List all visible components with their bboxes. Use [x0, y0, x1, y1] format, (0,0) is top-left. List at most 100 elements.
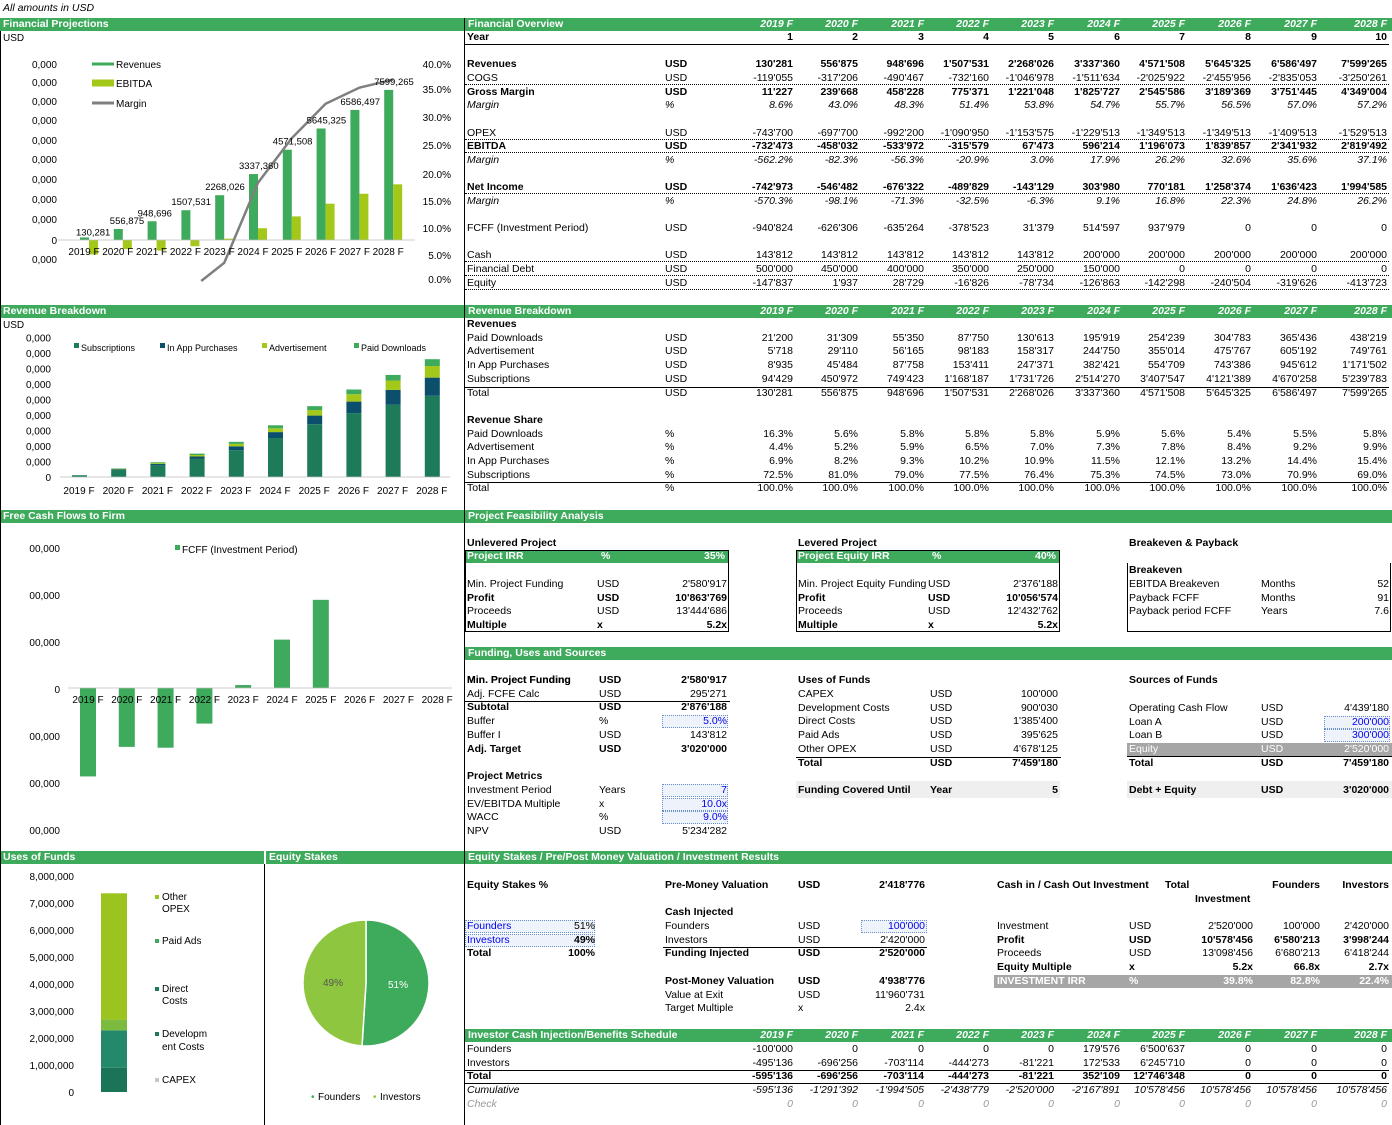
uf-legend-key: [155, 987, 159, 991]
rb-stack-bar: [307, 424, 323, 477]
rb-cell: 2'268'026: [1009, 386, 1054, 399]
sources-value[interactable]: 300'000: [1351, 729, 1389, 742]
fo-cell: 22.3%: [1221, 194, 1251, 207]
fo-cell: -732'160: [948, 71, 989, 84]
unlev-value: 2'580'917: [682, 578, 727, 590]
fp-chart: USD 0,000 0,000 0,000 0,000 0,000 0,000 0,000 0,…: [3, 33, 451, 286]
fo-year-col: 2026 F: [1218, 18, 1251, 30]
fcff-chart: 00,000 00,000 00,000 0 00,000 00,000 00,000 201…: [29, 544, 452, 837]
metrics-value[interactable]: 9.0%: [703, 811, 727, 824]
covered-value: 5: [1052, 784, 1058, 796]
fp-rtick: 0.0%: [428, 275, 451, 286]
fp-data-label: 6586,497: [340, 97, 380, 108]
funding-unit: USD: [599, 687, 622, 700]
rb-cell: 9.9%: [1363, 441, 1387, 454]
rb-ytick: 0,000: [26, 380, 51, 391]
metrics-value[interactable]: 7: [721, 784, 727, 796]
fo-cell: 1: [787, 31, 793, 43]
rb-stack-bar: [307, 410, 323, 416]
fo-cell: -71.3%: [890, 194, 924, 207]
ic-year-col: 2026 F: [1218, 1029, 1251, 1041]
stake-label[interactable]: Investors: [467, 933, 510, 946]
rb-cell: 382'421: [1082, 359, 1120, 372]
ic-cell: 0: [1245, 1043, 1251, 1055]
rb-xtick: 2024 F: [259, 486, 290, 497]
rb-cell: 8.4%: [1227, 441, 1251, 454]
fo-cell: 24.8%: [1287, 194, 1317, 207]
rb-cell: 247'371: [1016, 359, 1054, 372]
uf-chart: 8,000,000 7,000,000 6,000,000 5,000,000 4,00…: [30, 872, 208, 1099]
metrics-value[interactable]: 10.0x: [701, 797, 727, 810]
fcff-bar: [235, 685, 252, 688]
fo-row-unit: %: [665, 194, 675, 207]
cash-unit: USD: [798, 933, 821, 946]
fo-cell: -240'504: [1210, 276, 1251, 289]
rb-cell: 5.8%: [900, 427, 924, 440]
rb-row-label: In App Purchases: [467, 359, 550, 372]
rb-cell: 10.2%: [959, 455, 989, 467]
uf-ytick: 0: [68, 1088, 74, 1099]
rb-stack-bar: [228, 446, 244, 451]
unlev-unit: USD: [597, 578, 620, 590]
rb-cell: 153'411: [952, 359, 989, 372]
es-legend-label: Investors: [380, 1092, 421, 1103]
fo-cell: -992'200: [883, 126, 924, 139]
ic-cell: 0: [852, 1097, 858, 1110]
uf-ytick: 4,000,000: [30, 980, 75, 991]
uf-title: Uses of Funds: [3, 851, 76, 863]
es-pie-slice: [302, 919, 367, 1047]
fo-cell: 143'812: [755, 249, 793, 262]
rb-cell: 100.0%: [1215, 482, 1251, 495]
rb-cell: 5'239'783: [1342, 372, 1387, 385]
cash-value[interactable]: 100'000: [887, 920, 925, 932]
rb-year-col: 2025 F: [1152, 305, 1185, 317]
ic-row-label: Cumulative: [467, 1084, 520, 1097]
fo-cell: 16.8%: [1155, 194, 1185, 207]
funding-rule: [465, 701, 730, 703]
fo-cell: -2'025'922: [1136, 71, 1185, 84]
uf-legend-label: Other: [162, 892, 188, 903]
rb-cell: 5'718: [767, 345, 793, 358]
be-value: 7.6: [1374, 605, 1389, 618]
sources-value[interactable]: 200'000: [1351, 715, 1389, 728]
stake-label[interactable]: Founders: [467, 920, 512, 932]
ic-cell: 179'576: [1082, 1043, 1120, 1055]
fcff-ytick: 00,000: [29, 638, 60, 649]
fo-cell: 6: [1114, 31, 1120, 43]
lev-unit: x: [928, 619, 934, 632]
lev-irr-value: 40%: [1034, 550, 1056, 562]
pre-unit: USD: [798, 879, 821, 891]
funding-value[interactable]: 5.0%: [703, 715, 727, 728]
fo-cell: -16'826: [954, 276, 989, 289]
rb-row-label: Total: [467, 482, 490, 495]
uses-unit: USD: [930, 756, 953, 769]
ic-cell: 0: [1381, 1097, 1387, 1110]
fo-cell: 35.6%: [1287, 153, 1317, 166]
ic-year-col: 2020 F: [825, 1029, 858, 1041]
uses-rule: [796, 756, 1061, 758]
rb-cell: 29'110: [827, 345, 858, 358]
sources-grey-band: [1127, 743, 1392, 757]
lev-irr-band: [796, 550, 1060, 563]
fo-cell: 2'341'932: [1271, 140, 1317, 153]
stake-value: 49%: [573, 933, 595, 946]
rb-stack-bar: [72, 475, 87, 477]
ic-cell: -696'256: [817, 1056, 858, 1069]
rb-stack-bar: [385, 374, 401, 381]
fo-cell: -743'700: [752, 126, 793, 139]
metrics-value: 5'234'282: [682, 825, 727, 838]
fo-cell: 0: [1245, 263, 1251, 276]
fcff-header: Free Cash Flows to Firm: [0, 510, 464, 523]
rb-cell: 87'750: [957, 331, 989, 344]
fp-rtick: 25.0%: [423, 141, 451, 152]
rb-stack-bar: [346, 394, 362, 402]
fp-ebitda-bar: [190, 240, 200, 247]
fo-year-col: 2020 F: [825, 18, 858, 30]
fo-row-label: Revenues: [467, 58, 517, 71]
de-unit: USD: [1261, 784, 1284, 796]
metrics-input-box: [662, 784, 728, 797]
rb-cell: 8'935: [767, 359, 793, 372]
be-label: Payback FCFF: [1129, 591, 1200, 604]
fo-cell: 1'258'374: [1205, 181, 1251, 194]
fp-ebitda-bar: [122, 240, 132, 250]
